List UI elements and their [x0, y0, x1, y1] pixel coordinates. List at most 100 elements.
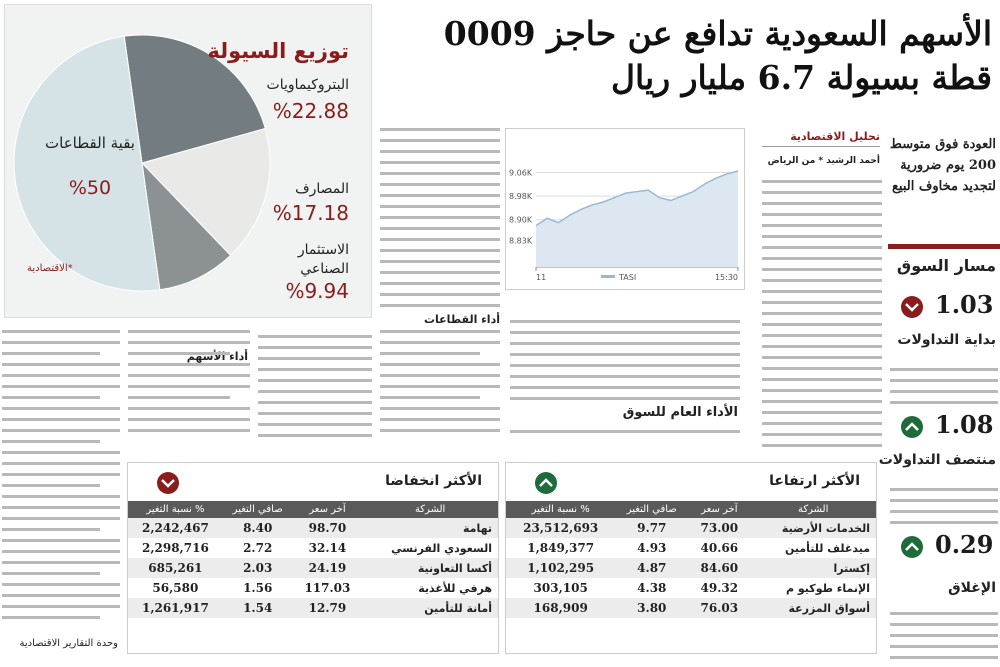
text-line	[890, 488, 998, 491]
market-label: بداية التداولات	[897, 332, 996, 348]
market-value: 1.08	[935, 410, 994, 439]
text-line	[2, 594, 120, 597]
table: الشركة آخر سعر صافي التغير% نسبة التغير تها…	[128, 501, 498, 618]
text-line	[762, 235, 882, 238]
cell: تهامة	[362, 518, 498, 538]
icon-arrow	[905, 303, 919, 312]
text-line	[128, 407, 250, 410]
text-line	[890, 521, 998, 524]
cell: 117.03	[304, 581, 351, 595]
headline: الأسهم السعودية تدافع عن حاجز 0009 قطة ب…	[444, 12, 992, 100]
text-line	[762, 356, 882, 359]
text-line	[380, 304, 500, 307]
table-title: الأكثر انخفاضا	[385, 473, 482, 489]
text-line	[2, 583, 120, 586]
text-line	[2, 330, 120, 333]
cell: هرفي للأغذية	[418, 581, 492, 595]
cell: 1.54	[222, 598, 293, 618]
column-header: الشركة	[362, 501, 498, 518]
column-header: صافي التغير	[222, 501, 293, 518]
text-line	[2, 616, 100, 619]
text-line	[380, 363, 500, 366]
arrow-icon	[535, 472, 557, 494]
icon-circle	[901, 296, 923, 318]
icon-arrow	[905, 542, 919, 551]
table-panel: الأكثر انخفاضا الشركة آخر سعر صافي التغير% …	[127, 462, 499, 654]
text-line	[258, 412, 372, 415]
cell: 685,261	[128, 558, 223, 578]
analysis-title: تحليل الاقتصادية	[762, 130, 880, 147]
text-line	[258, 357, 372, 360]
text-line	[258, 434, 372, 437]
pie-panel: توزيع السيولة البتروكيماويات %22.88 المص…	[4, 4, 372, 318]
text-line	[510, 386, 740, 389]
text-line	[762, 411, 882, 414]
icon-arrow	[539, 478, 553, 487]
cell: 168,909	[506, 598, 616, 618]
analysis-author: أحمد الرشيد * من الرياض	[767, 156, 880, 166]
pie-title: توزيع السيولة	[207, 39, 350, 63]
text-line	[510, 430, 740, 433]
column-header: آخر سعر	[292, 501, 363, 518]
headline-line: الأسهم السعودية تدافع عن حاجز 0009	[443, 14, 992, 53]
text-line	[128, 418, 250, 421]
text-line	[762, 378, 882, 381]
text-line	[762, 268, 882, 271]
cell: 76.03	[688, 598, 751, 618]
y-tick-label: 9.06K	[509, 168, 533, 177]
y-tick-label: 8.98K	[509, 192, 533, 201]
divider	[888, 244, 1000, 249]
text-line	[762, 389, 882, 392]
text-line	[258, 379, 372, 382]
table: الشركة آخر سعر صافي التغير% نسبة التغير الخ…	[506, 501, 876, 618]
table-row: إكسترا 84.60 4.87 1,102,295	[506, 558, 876, 578]
text-line	[762, 279, 882, 282]
sidebar-highlight: العودة فوق متوسط 200 يوم ضرورية لتجديد م…	[889, 137, 996, 194]
text-line	[762, 180, 882, 183]
text-line	[510, 375, 740, 378]
legend-label: TASI	[618, 273, 636, 282]
text-line	[258, 368, 372, 371]
cell: 303,105	[533, 581, 588, 595]
pie-slice	[123, 34, 266, 164]
cell: 1,261,917	[128, 598, 223, 618]
table-row: الخدمات الأرضية 73.00 9.77 23,512,693	[506, 518, 876, 538]
text-line	[380, 407, 500, 410]
text-line	[762, 213, 882, 216]
y-tick-label: 8.90K	[509, 216, 533, 225]
text-line	[380, 139, 500, 142]
cell: 3.80	[615, 598, 689, 618]
column-header: % نسبة التغير	[128, 501, 223, 518]
slice-value: %17.18	[272, 201, 349, 225]
text-line	[510, 342, 740, 345]
cell: 2,242,467	[128, 518, 223, 538]
arrow-icon	[901, 296, 923, 318]
cell: 32.14	[308, 541, 347, 555]
text-line	[380, 374, 500, 377]
text-line	[380, 216, 500, 219]
text-line	[380, 293, 500, 296]
slice-label: الاستثمار الصناعي	[297, 242, 349, 277]
table-row: الإنماء طوكيو م 49.32 4.38 303,105	[506, 578, 876, 598]
slice-value: %22.88	[272, 99, 349, 123]
text-line	[380, 161, 500, 164]
text-line	[380, 238, 500, 241]
text-line	[380, 330, 500, 333]
cell: 40.66	[700, 541, 739, 555]
table-row: هرفي للأغذية 117.03 1.56 56,580	[128, 578, 498, 598]
pie-slice	[13, 35, 161, 292]
market-value: 0.29	[935, 530, 994, 559]
column-header: الشركة	[750, 501, 876, 518]
text-line	[2, 374, 120, 377]
pie-slice	[141, 161, 232, 291]
text-line	[128, 429, 250, 432]
column-header: آخر سعر	[688, 501, 751, 518]
text-line	[890, 379, 998, 382]
text-line	[380, 352, 480, 355]
arrow-icon	[901, 416, 923, 438]
text-line	[762, 246, 882, 249]
table-row: تهامة 98.70 8.40 2,242,467	[128, 518, 498, 538]
cell: 2,298,716	[141, 541, 209, 555]
cell: الإنماء طوكيو م	[786, 581, 870, 595]
cell: 4.38	[637, 581, 667, 595]
